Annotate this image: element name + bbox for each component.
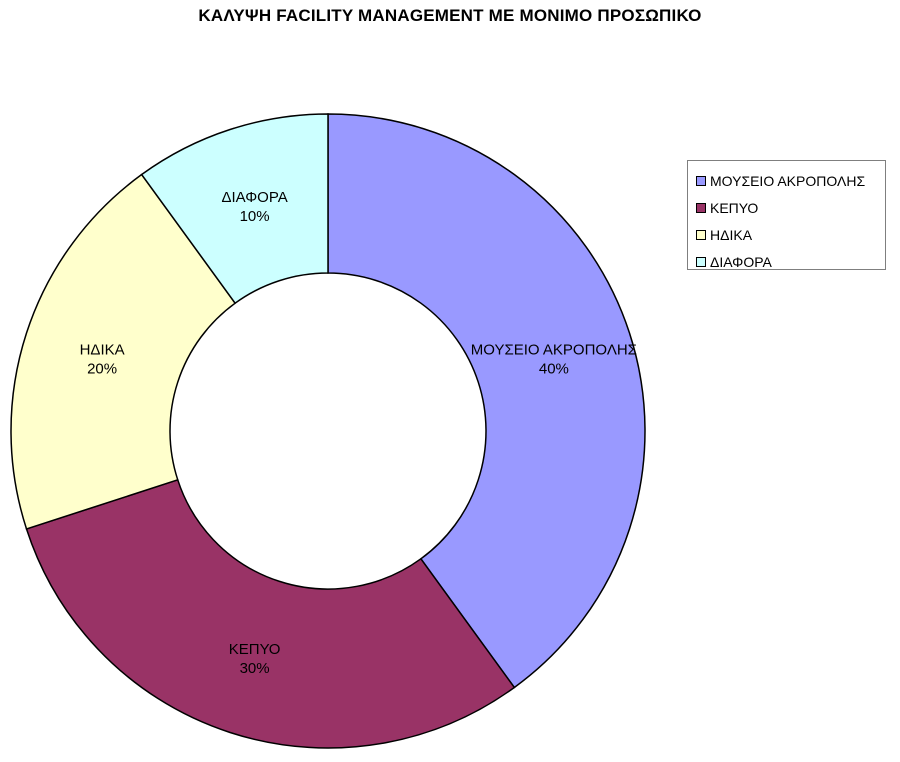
slice-label-name: ΗΔΙΚΑ	[80, 342, 125, 359]
slice-2	[25, 478, 516, 749]
legend-swatch	[696, 256, 706, 267]
slice-label-name: ΔΙΑΦΟΡΑ	[221, 189, 287, 206]
legend-item: ΗΔΙΚΑ	[696, 221, 885, 248]
legend-label: ΗΔΙΚΑ	[710, 226, 753, 243]
chart-title: ΚΑΛΥΨΗ FACILITY MANAGEMENT ΜΕ ΜΟΝΙΜΟ ΠΡΟ…	[198, 6, 702, 25]
legend-swatch	[696, 175, 706, 186]
legend-label: ΜΟΥΣΕΙΟ ΑΚΡΟΠΟΛΗΣ	[710, 172, 866, 189]
slice-label-name: ΜΟΥΣΕΙΟ ΑΚΡΟΠΟΛΗΣ	[471, 342, 637, 359]
legend-item: ΔΙΑΦΟΡΑ	[696, 248, 885, 275]
slice-label-name: ΚΕΠΥΟ	[229, 641, 281, 658]
slice-label-percent: 20%	[87, 361, 117, 378]
legend-item: ΜΟΥΣΕΙΟ ΑΚΡΟΠΟΛΗΣ	[696, 167, 885, 194]
legend: ΜΟΥΣΕΙΟ ΑΚΡΟΠΟΛΗΣ ΚΕΠΥΟ ΗΔΙΚΑ ΔΙΑΦΟΡΑ	[687, 160, 886, 270]
legend-label: ΚΕΠΥΟ	[710, 199, 759, 216]
slice-labels: ΜΟΥΣΕΙΟ ΑΚΡΟΠΟΛΗΣ 40% ΚΕΠΥΟ 30% ΗΔΙΚΑ 20% ΔΙΑΦ…	[80, 189, 637, 677]
slice-4	[140, 113, 329, 305]
legend-item: ΚΕΠΥΟ	[696, 194, 885, 221]
legend-swatch	[696, 202, 706, 213]
slice-label-percent: 30%	[240, 660, 270, 677]
slice-1	[327, 113, 646, 689]
slice-3	[10, 173, 237, 530]
slice-label-percent: 40%	[539, 361, 569, 378]
legend-label: ΔΙΑΦΟΡΑ	[710, 253, 772, 270]
legend-swatch	[696, 229, 706, 240]
slice-label-percent: 10%	[240, 208, 270, 225]
donut-slices	[10, 113, 646, 749]
